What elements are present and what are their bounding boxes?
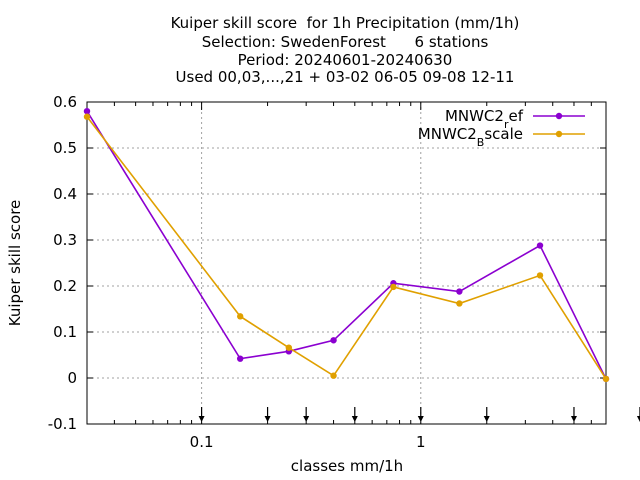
series-point-1 <box>602 375 610 383</box>
threshold-arrow-head <box>303 416 310 422</box>
legend-label-0: MNWC2ref <box>445 107 524 131</box>
threshold-arrows <box>198 407 640 422</box>
y-tick-label: 0 <box>67 369 77 387</box>
x-tick-label: 0.1 <box>190 433 214 451</box>
chart-title-line-3: Period: 20240601-20240630 <box>237 51 453 69</box>
series-layer <box>83 108 610 383</box>
chart-title-line-2: Selection: SwedenForest 6 stations <box>201 33 489 51</box>
series-point-1 <box>236 313 244 320</box>
threshold-arrow-head <box>264 416 271 422</box>
series-point-1 <box>330 372 337 379</box>
threshold-arrow-head <box>483 416 490 422</box>
threshold-arrow-head <box>636 416 640 422</box>
series-point-1 <box>390 283 397 291</box>
series-point-1 <box>456 300 463 307</box>
threshold-arrow-head <box>570 416 577 422</box>
threshold-arrow-head <box>417 416 424 422</box>
chart-title-line-1: Kuiper skill score for 1h Precipitation … <box>170 14 520 32</box>
series-point-1 <box>83 113 91 120</box>
series-point-0 <box>83 108 91 115</box>
y-axis-label: Kuiper skill score <box>6 200 24 327</box>
series-point-1 <box>285 344 293 351</box>
y-tick-label: 0.4 <box>53 185 77 203</box>
series-line-1 <box>86 116 607 380</box>
legend-marker-0 <box>555 112 563 120</box>
threshold-arrow-head <box>198 416 205 422</box>
y-tick-label: 0.5 <box>53 139 77 157</box>
plot-frame <box>86 101 607 425</box>
series-point-0 <box>456 288 463 295</box>
y-tick-label: 0.1 <box>53 323 77 341</box>
y-tick-label: 0.3 <box>53 231 77 249</box>
threshold-arrow-head <box>351 416 358 422</box>
series-point-0 <box>330 337 337 344</box>
series-point-0 <box>236 355 244 362</box>
legend-label-1: MNWC2Bscale <box>418 125 523 149</box>
x-tick-label: 1 <box>416 433 426 451</box>
x-axis-label: classes mm/1h <box>291 457 403 475</box>
series-point-1 <box>536 272 544 279</box>
series-line-0 <box>86 110 607 380</box>
y-tick-label: -0.1 <box>48 415 77 433</box>
y-tick-label: 0.2 <box>53 277 77 295</box>
legend-marker-1 <box>555 130 563 138</box>
ticks-layer: -0.1 0 0.1 0.2 0.3 0.4 0.5 0.6 0.1 1 <box>48 93 606 451</box>
series-point-0 <box>536 242 544 249</box>
grid-layer <box>87 102 606 424</box>
y-tick-label: 0.6 <box>53 93 77 111</box>
chart-title-line-4: Used 00,03,...,21 + 03-02 06-05 09-08 12… <box>175 68 515 86</box>
